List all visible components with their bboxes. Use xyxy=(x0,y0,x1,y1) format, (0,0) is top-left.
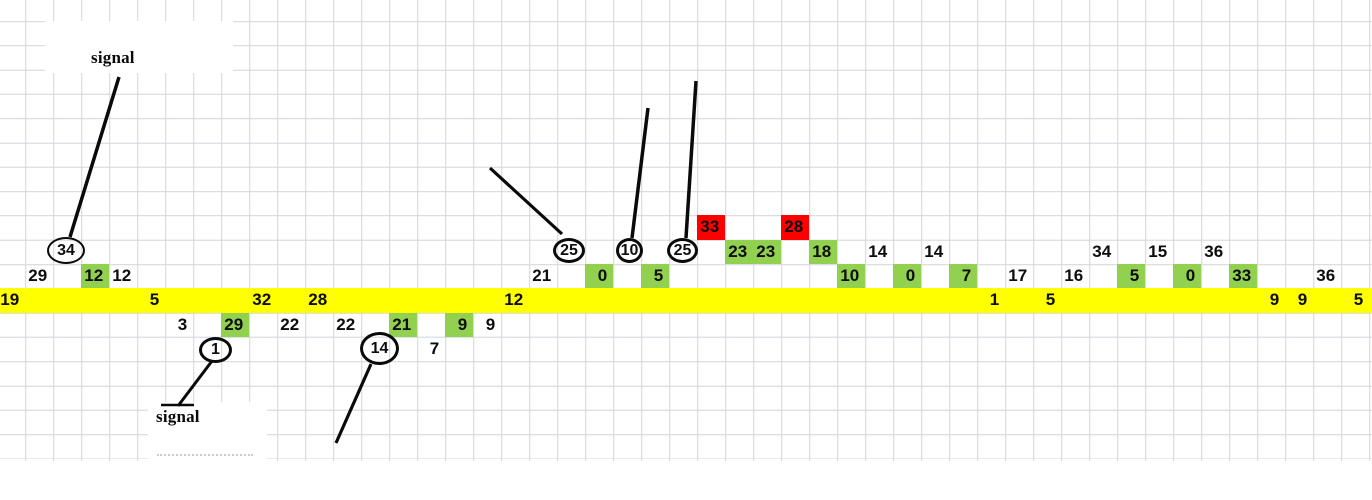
grid-cell[interactable]: 28 xyxy=(781,215,810,240)
annotation-line[interactable] xyxy=(684,80,698,239)
circled-number[interactable]: 34 xyxy=(47,237,85,264)
grid-cell[interactable]: 16 xyxy=(1064,266,1084,285)
circled-number[interactable]: 25 xyxy=(667,238,698,263)
yellow-highlight-row[interactable] xyxy=(0,288,1372,313)
grid-cell[interactable]: 17 xyxy=(1008,266,1028,285)
grid-cell[interactable]: 5 xyxy=(641,264,670,289)
faint-dotted-marks xyxy=(157,454,253,456)
grid-cell[interactable]: 7 xyxy=(949,264,978,289)
annotation-line[interactable] xyxy=(68,76,121,238)
grid-cell[interactable]: 5 xyxy=(1117,264,1146,289)
grid-cell[interactable]: 0 xyxy=(893,264,922,289)
grid-cell[interactable]: 22 xyxy=(336,314,356,334)
grid-cell[interactable]: 0 xyxy=(585,264,614,289)
grid-cell[interactable]: 14 xyxy=(924,241,944,261)
grid-cell[interactable]: 1 xyxy=(989,290,1000,310)
grid-cell[interactable]: 22 xyxy=(280,314,300,334)
grid-cell[interactable]: 23 xyxy=(753,239,782,264)
grid-cell[interactable]: 34 xyxy=(1092,241,1112,261)
grid-cell[interactable]: 10 xyxy=(837,264,866,289)
grid-cell[interactable]: 33 xyxy=(1229,264,1258,289)
grid-cell[interactable]: 14 xyxy=(868,241,888,261)
grid-cell[interactable]: 29 xyxy=(28,266,48,285)
annotation-line[interactable] xyxy=(488,166,564,236)
circled-number[interactable]: 1 xyxy=(199,337,232,363)
grid-cell[interactable]: 5 xyxy=(1045,290,1056,310)
circled-number[interactable]: 10 xyxy=(616,238,643,263)
signal-textbox-bottom[interactable] xyxy=(148,402,267,461)
grid-cell[interactable]: 9 xyxy=(1269,290,1280,310)
grid-cell[interactable]: 3 xyxy=(177,314,188,334)
grid-cell[interactable]: 36 xyxy=(1204,241,1224,261)
grid-cell[interactable]: 12 xyxy=(81,264,110,289)
annotation-line[interactable] xyxy=(630,107,650,239)
annotation-line[interactable] xyxy=(334,363,373,444)
grid-cell[interactable]: 23 xyxy=(725,239,754,264)
grid-cell[interactable]: 7 xyxy=(429,338,440,358)
signal-label-top[interactable]: signal xyxy=(91,48,135,67)
signal-textbox-top[interactable] xyxy=(45,21,233,73)
grid-cell[interactable]: 29 xyxy=(221,312,250,337)
annotation-line[interactable] xyxy=(176,360,214,407)
grid-cell[interactable]: 0 xyxy=(1173,264,1202,289)
grid-cell[interactable]: 9 xyxy=(485,314,496,334)
circled-number[interactable]: 25 xyxy=(553,238,585,263)
grid-cell[interactable]: 15 xyxy=(1148,241,1168,261)
grid-cell[interactable]: 36 xyxy=(1316,266,1336,285)
grid-cell[interactable]: 21 xyxy=(389,312,418,337)
circled-number[interactable]: 14 xyxy=(360,332,399,365)
grid-cell[interactable]: 28 xyxy=(308,290,328,310)
grid-cell[interactable]: 5 xyxy=(149,290,160,310)
grid-cell[interactable]: 9 xyxy=(445,312,474,337)
grid-cell[interactable]: 32 xyxy=(252,290,272,310)
grid-cell[interactable]: 21 xyxy=(532,266,552,285)
grid-cell[interactable]: 12 xyxy=(504,290,524,310)
grid-cell[interactable]: 12 xyxy=(112,266,132,285)
grid-cell[interactable]: 33 xyxy=(697,215,726,240)
signal-label-bottom[interactable]: signal xyxy=(156,407,200,426)
grid-cell[interactable]: 9 xyxy=(1297,290,1308,310)
grid-cell[interactable]: 5 xyxy=(1353,290,1364,310)
grid-cell[interactable]: 18 xyxy=(809,239,838,264)
grid-cell[interactable]: 19 xyxy=(0,290,20,310)
